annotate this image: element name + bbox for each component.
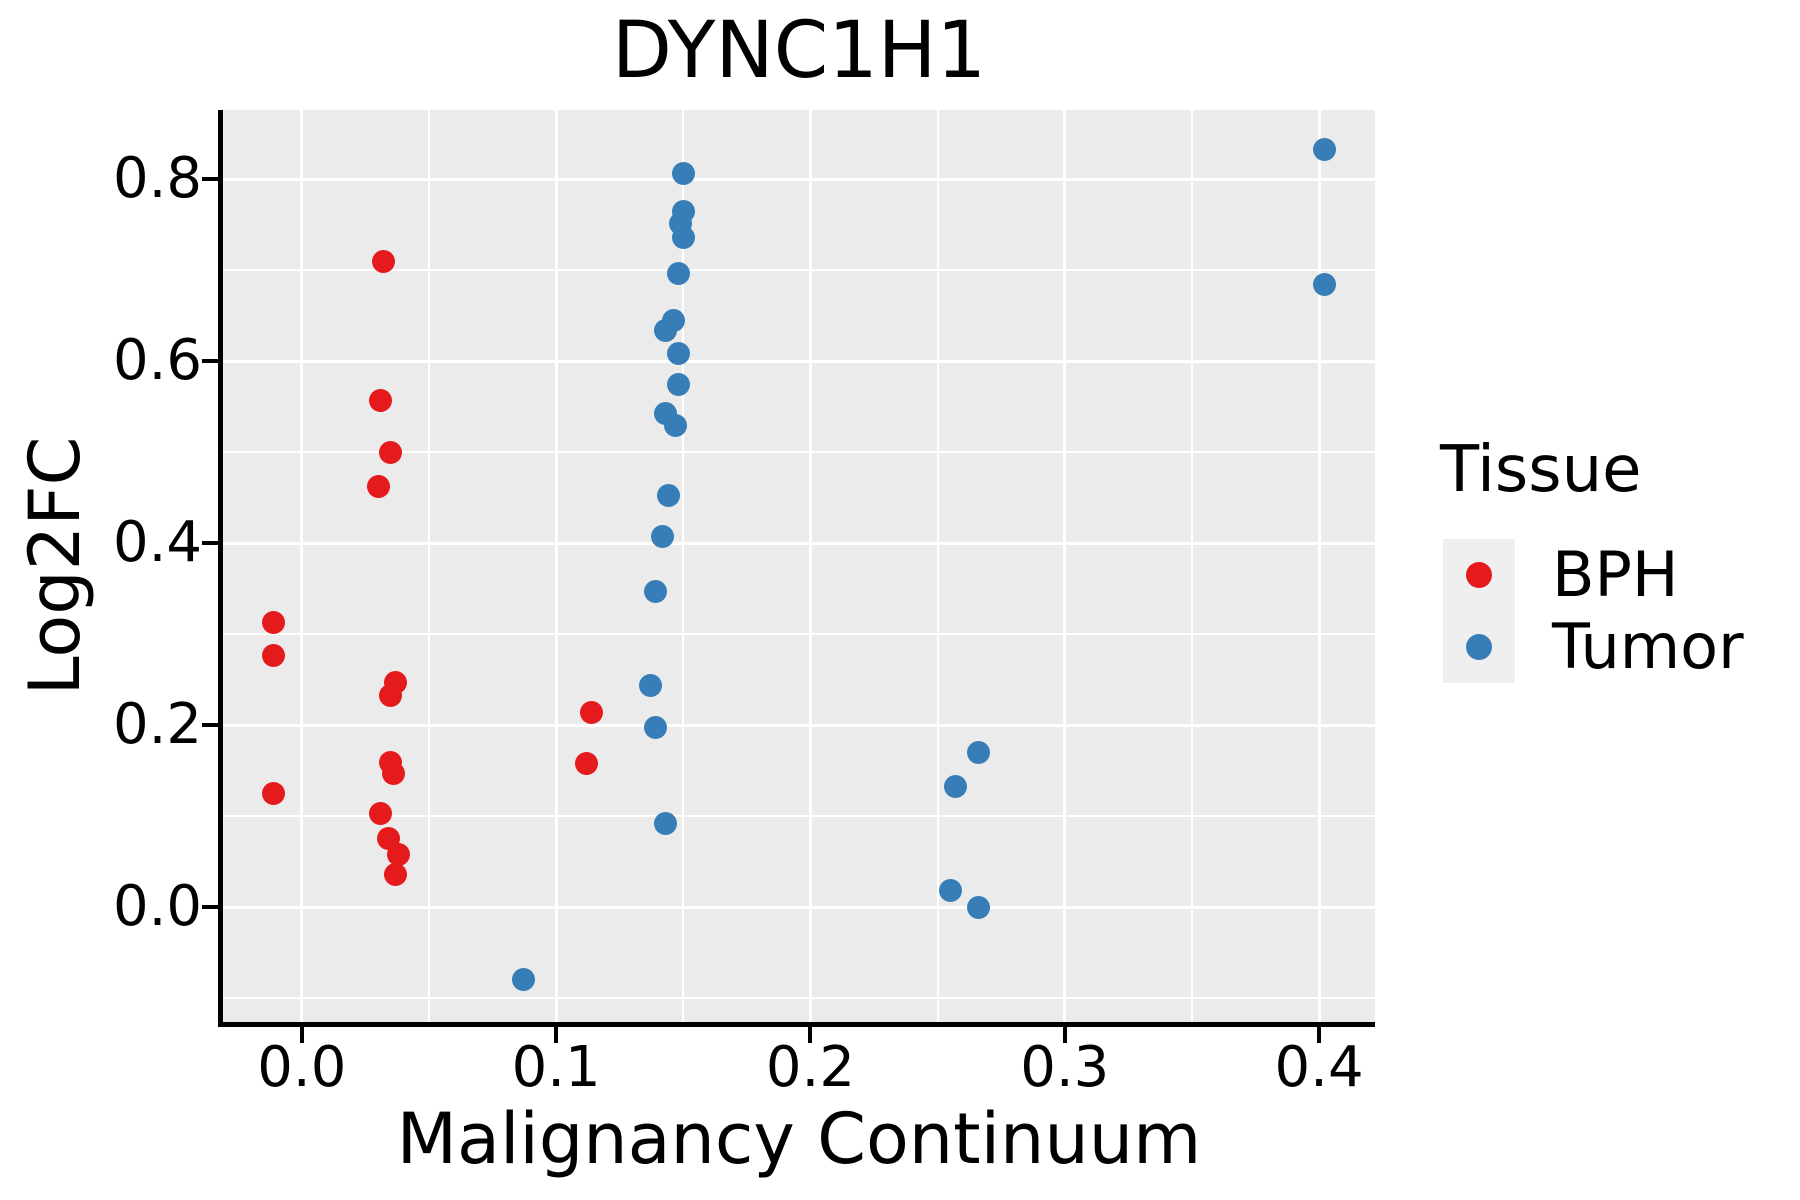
data-point-bph: [386, 843, 410, 867]
major-gridline-x: [554, 110, 558, 1022]
y-axis-title: Log2FC: [14, 436, 96, 696]
data-point-tumor: [651, 525, 675, 549]
x-tick-label: 0.0: [257, 1035, 347, 1100]
data-point-bph: [369, 802, 393, 826]
data-point-tumor: [966, 895, 990, 919]
data-point-tumor: [643, 715, 667, 739]
plot-panel: [223, 110, 1375, 1022]
major-gridline-y: [223, 177, 1375, 181]
legend-label-bph: BPH: [1552, 538, 1679, 611]
y-tick-label: 0.6: [112, 328, 202, 394]
data-point-tumor: [1312, 273, 1336, 297]
y-tick-label: 0.8: [112, 146, 202, 212]
data-point-tumor: [661, 308, 685, 332]
minor-gridline-y: [223, 633, 1375, 636]
data-point-tumor: [966, 741, 990, 765]
data-point-bph: [379, 440, 403, 464]
minor-gridline-x: [1190, 110, 1193, 1022]
y-tick-mark: [202, 177, 218, 182]
x-tick-label: 0.3: [1020, 1035, 1110, 1100]
major-gridline-x: [1317, 110, 1321, 1022]
y-axis-line: [218, 110, 223, 1027]
x-axis-line: [218, 1022, 1375, 1027]
major-gridline-y: [223, 359, 1375, 363]
data-point-tumor: [671, 199, 695, 223]
data-point-tumor: [653, 401, 677, 425]
data-point-bph: [580, 701, 604, 725]
x-tick-mark: [1062, 1027, 1067, 1043]
legend-title: Tissue: [1440, 433, 1642, 507]
data-point-tumor: [511, 967, 535, 991]
y-tick-mark: [202, 359, 218, 364]
data-point-tumor: [943, 774, 967, 798]
minor-gridline-y: [223, 451, 1375, 454]
x-tick-mark: [1317, 1027, 1322, 1043]
data-point-tumor: [666, 262, 690, 286]
y-tick-mark: [202, 905, 218, 910]
data-point-bph: [262, 610, 286, 634]
major-gridline-x: [808, 110, 812, 1022]
data-point-tumor: [656, 483, 680, 507]
data-point-bph: [366, 475, 390, 499]
data-point-bph: [379, 683, 403, 707]
x-tick-label: 0.4: [1274, 1035, 1364, 1100]
data-point-tumor: [938, 878, 962, 902]
data-point-bph: [381, 762, 405, 786]
major-gridline-x: [300, 110, 304, 1022]
minor-gridline-x: [427, 110, 430, 1022]
data-point-bph: [371, 249, 395, 273]
x-tick-label: 0.2: [765, 1035, 855, 1100]
tumor-legend-dot-icon: [1466, 634, 1492, 660]
minor-gridline-y: [223, 815, 1375, 818]
y-tick-label: 0.4: [112, 510, 202, 576]
x-tick-mark: [808, 1027, 813, 1043]
data-point-bph: [384, 863, 408, 887]
minor-gridline-x: [936, 110, 939, 1022]
y-tick-label: 0.0: [112, 874, 202, 940]
data-point-bph: [575, 752, 599, 775]
major-gridline-y: [223, 723, 1375, 727]
major-gridline-y: [223, 541, 1375, 545]
y-tick-label: 0.2: [112, 692, 202, 758]
x-tick-mark: [299, 1027, 304, 1043]
data-point-tumor: [638, 673, 662, 697]
x-tick-label: 0.1: [511, 1035, 601, 1100]
data-point-bph: [262, 782, 286, 806]
data-point-tumor: [653, 812, 677, 836]
x-axis-title: Malignancy Continuum: [396, 1098, 1202, 1180]
y-tick-mark: [202, 723, 218, 728]
data-point-tumor: [671, 162, 695, 186]
minor-gridline-y: [223, 997, 1375, 1000]
legend-key-bph: [1443, 539, 1515, 611]
minor-gridline-x: [682, 110, 685, 1022]
data-point-bph: [262, 643, 286, 667]
data-point-tumor: [1312, 137, 1336, 161]
major-gridline-y: [223, 905, 1375, 909]
legend-key-tumor: [1443, 611, 1515, 683]
data-point-tumor: [666, 341, 690, 365]
chart-title: DYNC1H1: [611, 6, 987, 96]
y-tick-mark: [202, 541, 218, 546]
legend-label-tumor: Tumor: [1552, 610, 1744, 683]
data-point-tumor: [666, 373, 690, 397]
data-point-tumor: [643, 579, 667, 603]
data-point-bph: [369, 388, 393, 412]
x-tick-mark: [554, 1027, 559, 1043]
minor-gridline-y: [223, 269, 1375, 272]
bph-legend-dot-icon: [1466, 562, 1492, 588]
major-gridline-x: [1063, 110, 1067, 1022]
